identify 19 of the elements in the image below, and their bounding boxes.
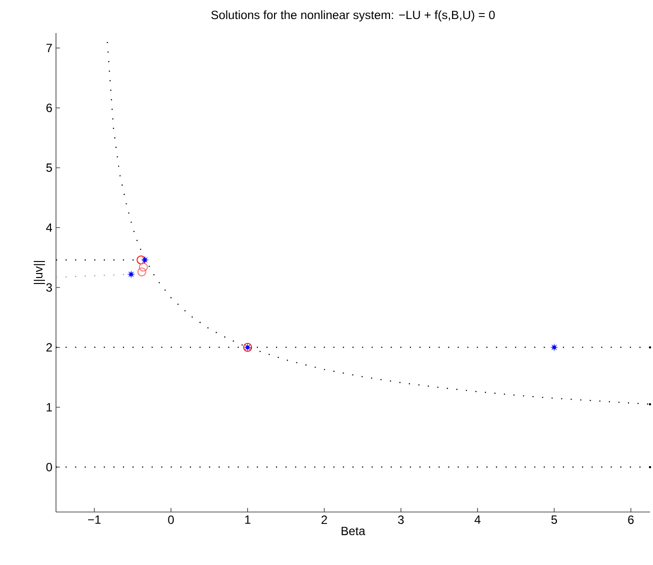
y-tick-label: 6 <box>46 104 52 112</box>
y-tick-label: 7 <box>46 44 52 52</box>
y-tick-label: 1 <box>46 403 52 412</box>
x-tick-label: 5 <box>551 516 558 524</box>
x-tick-label: 3 <box>398 516 404 524</box>
y-tick-label: 3 <box>46 283 52 292</box>
x-tick-label: 2 <box>322 516 327 524</box>
y-tick-label: 4 <box>46 223 52 232</box>
chart-title: Solutions for the nonlinear system: −LU + f(s,B,U) = 0 <box>211 10 495 22</box>
x-tick-label: −1 <box>88 516 101 524</box>
y-tick-label: 0 <box>46 462 52 472</box>
x-tick-label: 0 <box>168 516 174 524</box>
x-tick-label: 6 <box>628 516 634 524</box>
x-tick-label: 1 <box>245 516 250 524</box>
y-axis-title: ||uv|| <box>34 261 45 284</box>
y-tick-label: 5 <box>46 164 52 172</box>
y-tick-label: 2 <box>46 343 52 352</box>
x-axis-title: Beta <box>342 526 366 536</box>
x-tick-label: 4 <box>474 516 481 524</box>
